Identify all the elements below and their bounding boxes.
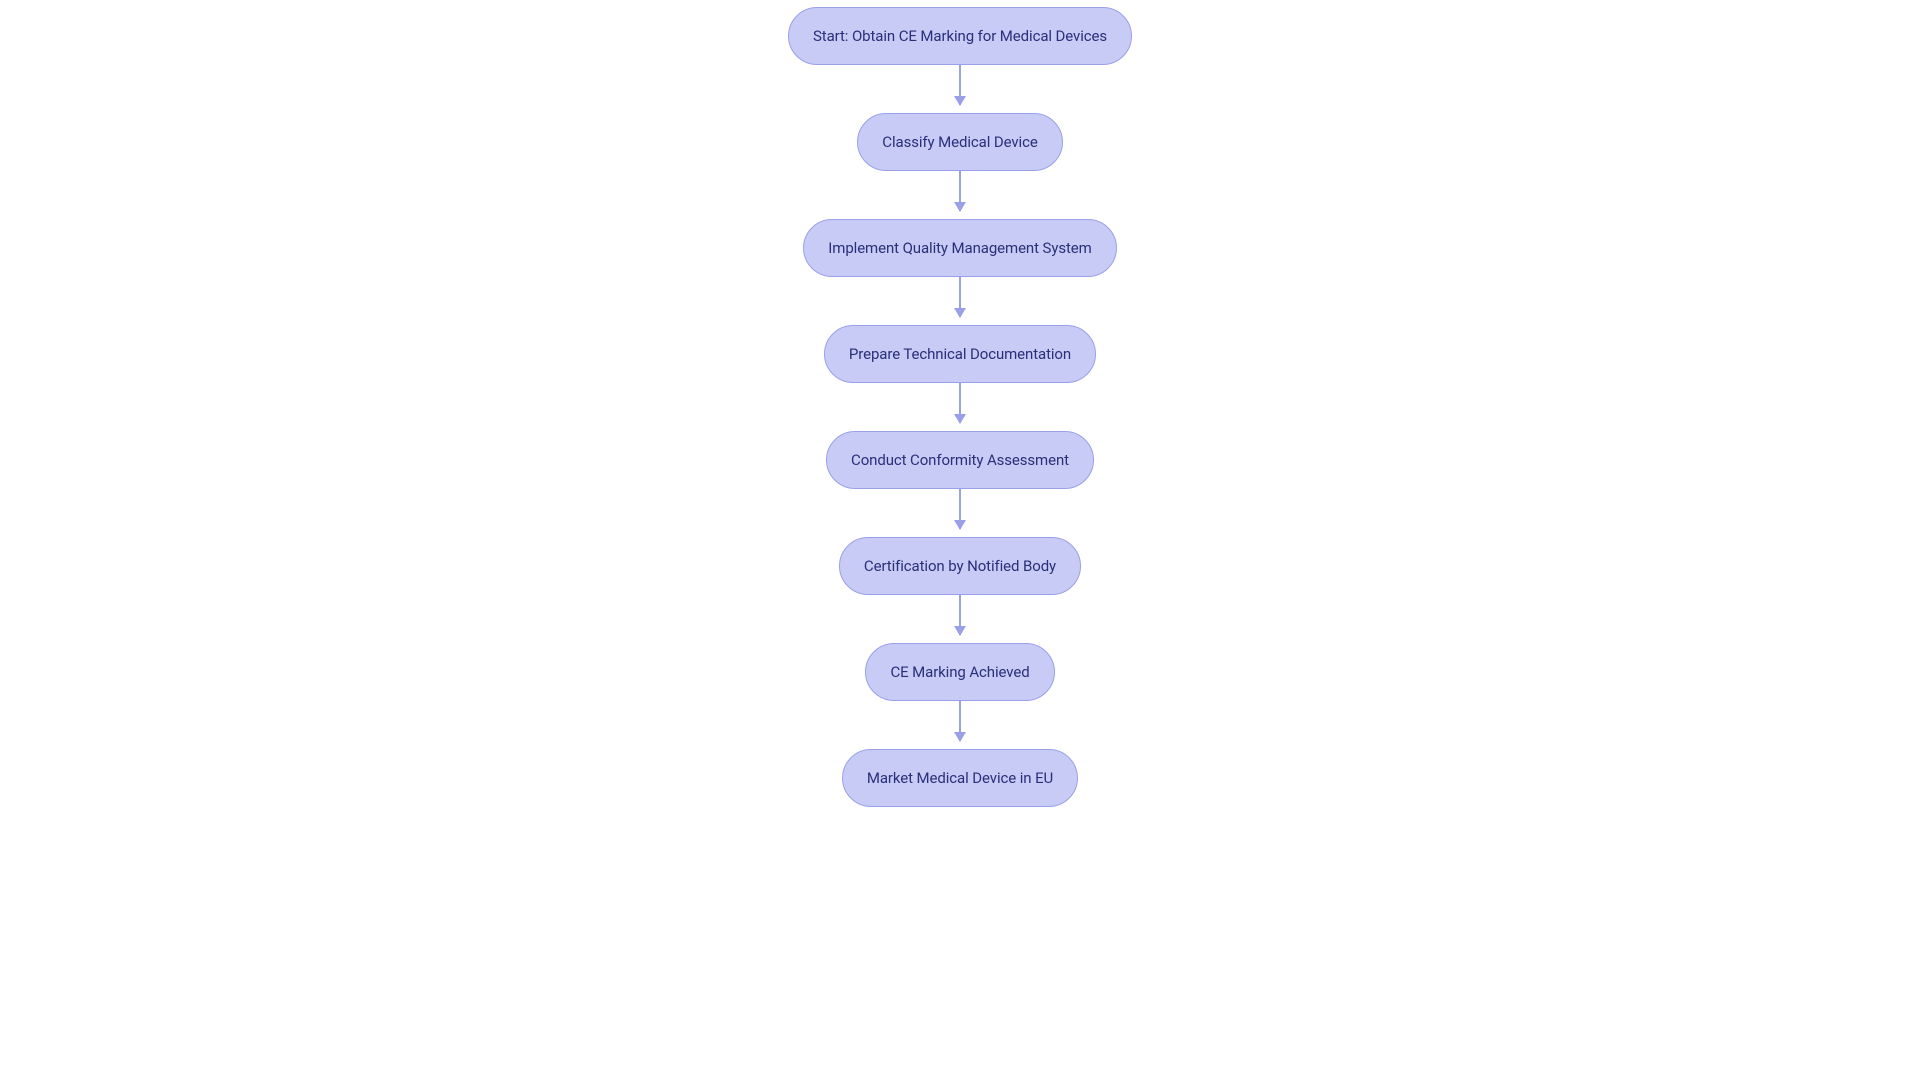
arrow-head-icon	[954, 414, 966, 424]
flowchart-node-techdoc: Prepare Technical Documentation	[824, 325, 1096, 383]
flowchart-arrow	[959, 489, 961, 529]
arrow-head-icon	[954, 202, 966, 212]
arrow-head-icon	[954, 520, 966, 530]
flowchart-node-ce: CE Marking Achieved	[865, 643, 1054, 701]
arrow-head-icon	[954, 96, 966, 106]
flowchart-arrow	[959, 595, 961, 635]
flowchart-node-certification: Certification by Notified Body	[839, 537, 1081, 595]
flowchart-node-start: Start: Obtain CE Marking for Medical Dev…	[788, 7, 1132, 65]
flowchart-arrow	[959, 383, 961, 423]
flowchart-node-classify: Classify Medical Device	[857, 113, 1062, 171]
flowchart-container: Start: Obtain CE Marking for Medical Dev…	[760, 7, 1160, 807]
flowchart-node-qms: Implement Quality Management System	[803, 219, 1116, 277]
flowchart-arrow	[959, 277, 961, 317]
arrow-head-icon	[954, 626, 966, 636]
flowchart-node-conformity: Conduct Conformity Assessment	[826, 431, 1094, 489]
arrow-head-icon	[954, 732, 966, 742]
arrow-head-icon	[954, 308, 966, 318]
flowchart-arrow	[959, 701, 961, 741]
flowchart-arrow	[959, 65, 961, 105]
flowchart-node-market: Market Medical Device in EU	[842, 749, 1078, 807]
flowchart-arrow	[959, 171, 961, 211]
